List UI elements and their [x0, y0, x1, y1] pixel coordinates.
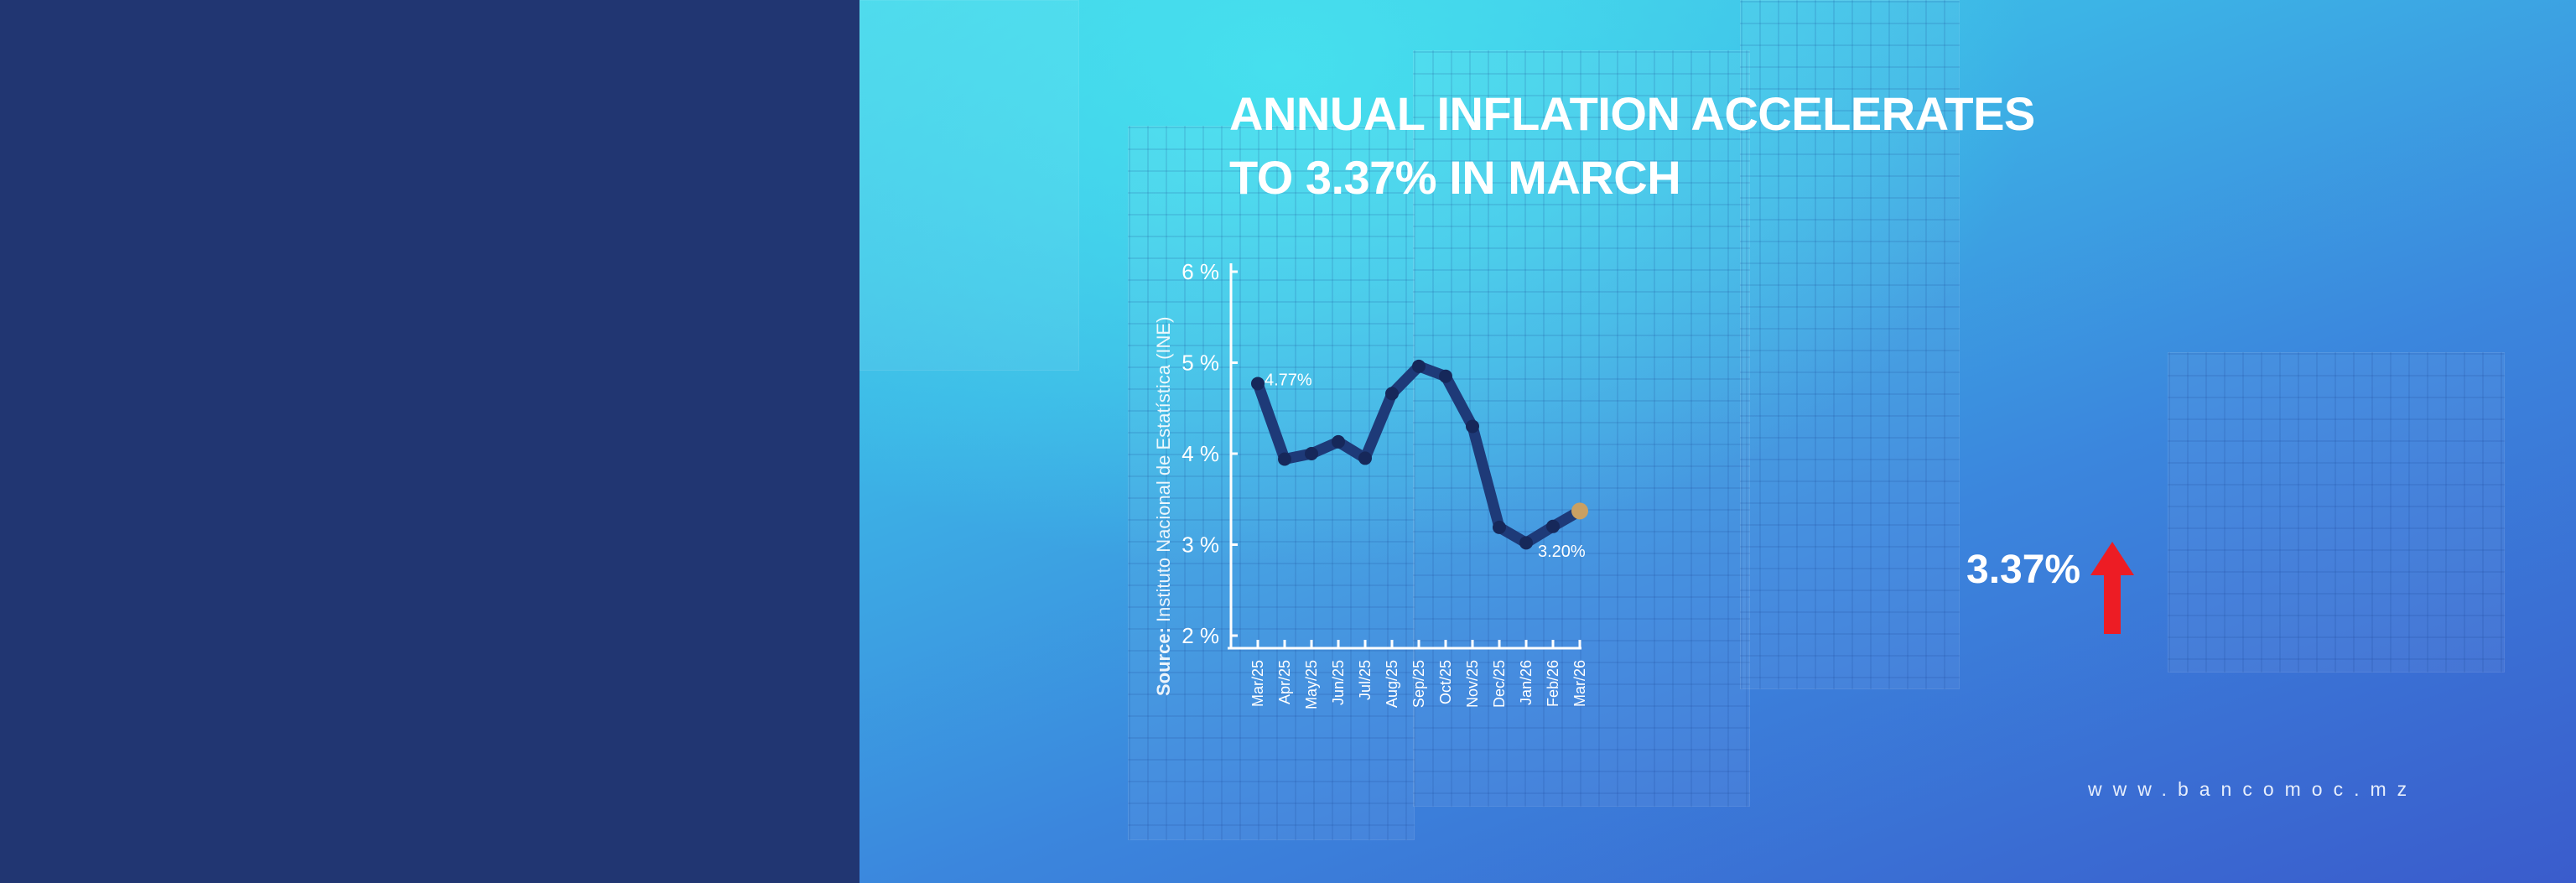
y-tick-label: 5 %: [1182, 351, 1219, 376]
data-point: [1466, 419, 1479, 434]
x-tick-label: Sep/25: [1410, 660, 1427, 708]
headline-line-2: TO 3.37% IN MARCH: [1229, 151, 1681, 204]
data-point: [1412, 359, 1426, 373]
y-tick-label: 4 %: [1182, 441, 1219, 466]
website-url[interactable]: www.bancomoc.mz: [2088, 778, 2418, 800]
x-tick-label: Dec/25: [1491, 660, 1508, 708]
data-point: [1278, 452, 1291, 466]
left-panel: [0, 0, 860, 883]
headline: ANNUAL INFLATION ACCELERATES TO 3.37% IN…: [1229, 82, 2035, 210]
data-point: [1332, 434, 1345, 449]
x-tick-label: May/25: [1303, 660, 1320, 709]
y-tick-label: 6 %: [1182, 259, 1219, 284]
x-tick-label: Mar/25: [1249, 660, 1266, 707]
x-tick-label: Jun/25: [1330, 660, 1347, 705]
data-point: [1385, 387, 1399, 401]
data-point: [1439, 369, 1452, 383]
x-tick-label: Jul/25: [1357, 660, 1374, 700]
data-point: [1519, 536, 1533, 550]
data-point: [1358, 451, 1372, 465]
x-tick-label: Mar/26: [1571, 660, 1588, 707]
x-tick-label: Feb/26: [1545, 660, 1561, 707]
x-tick-label: Aug/25: [1384, 660, 1400, 708]
data-label: 4.77%: [1265, 371, 1312, 389]
x-tick-label: Nov/25: [1464, 660, 1481, 708]
current-value-label: 3.37%: [1966, 548, 2081, 592]
headline-line-1: ANNUAL INFLATION ACCELERATES: [1229, 87, 2035, 140]
x-tick-label: Jan/26: [1518, 660, 1535, 705]
x-tick-label: Oct/25: [1437, 660, 1454, 704]
current-data-point: [1571, 502, 1588, 520]
y-tick-label: 2 %: [1182, 623, 1219, 648]
data-label: 3.20%: [1538, 543, 1586, 561]
y-tick-label: 3 %: [1182, 532, 1219, 558]
data-point: [1493, 520, 1506, 534]
x-tick-label: Apr/25: [1276, 660, 1293, 704]
data-point: [1305, 447, 1318, 460]
data-point: [1251, 377, 1265, 391]
data-point: [1546, 519, 1560, 533]
